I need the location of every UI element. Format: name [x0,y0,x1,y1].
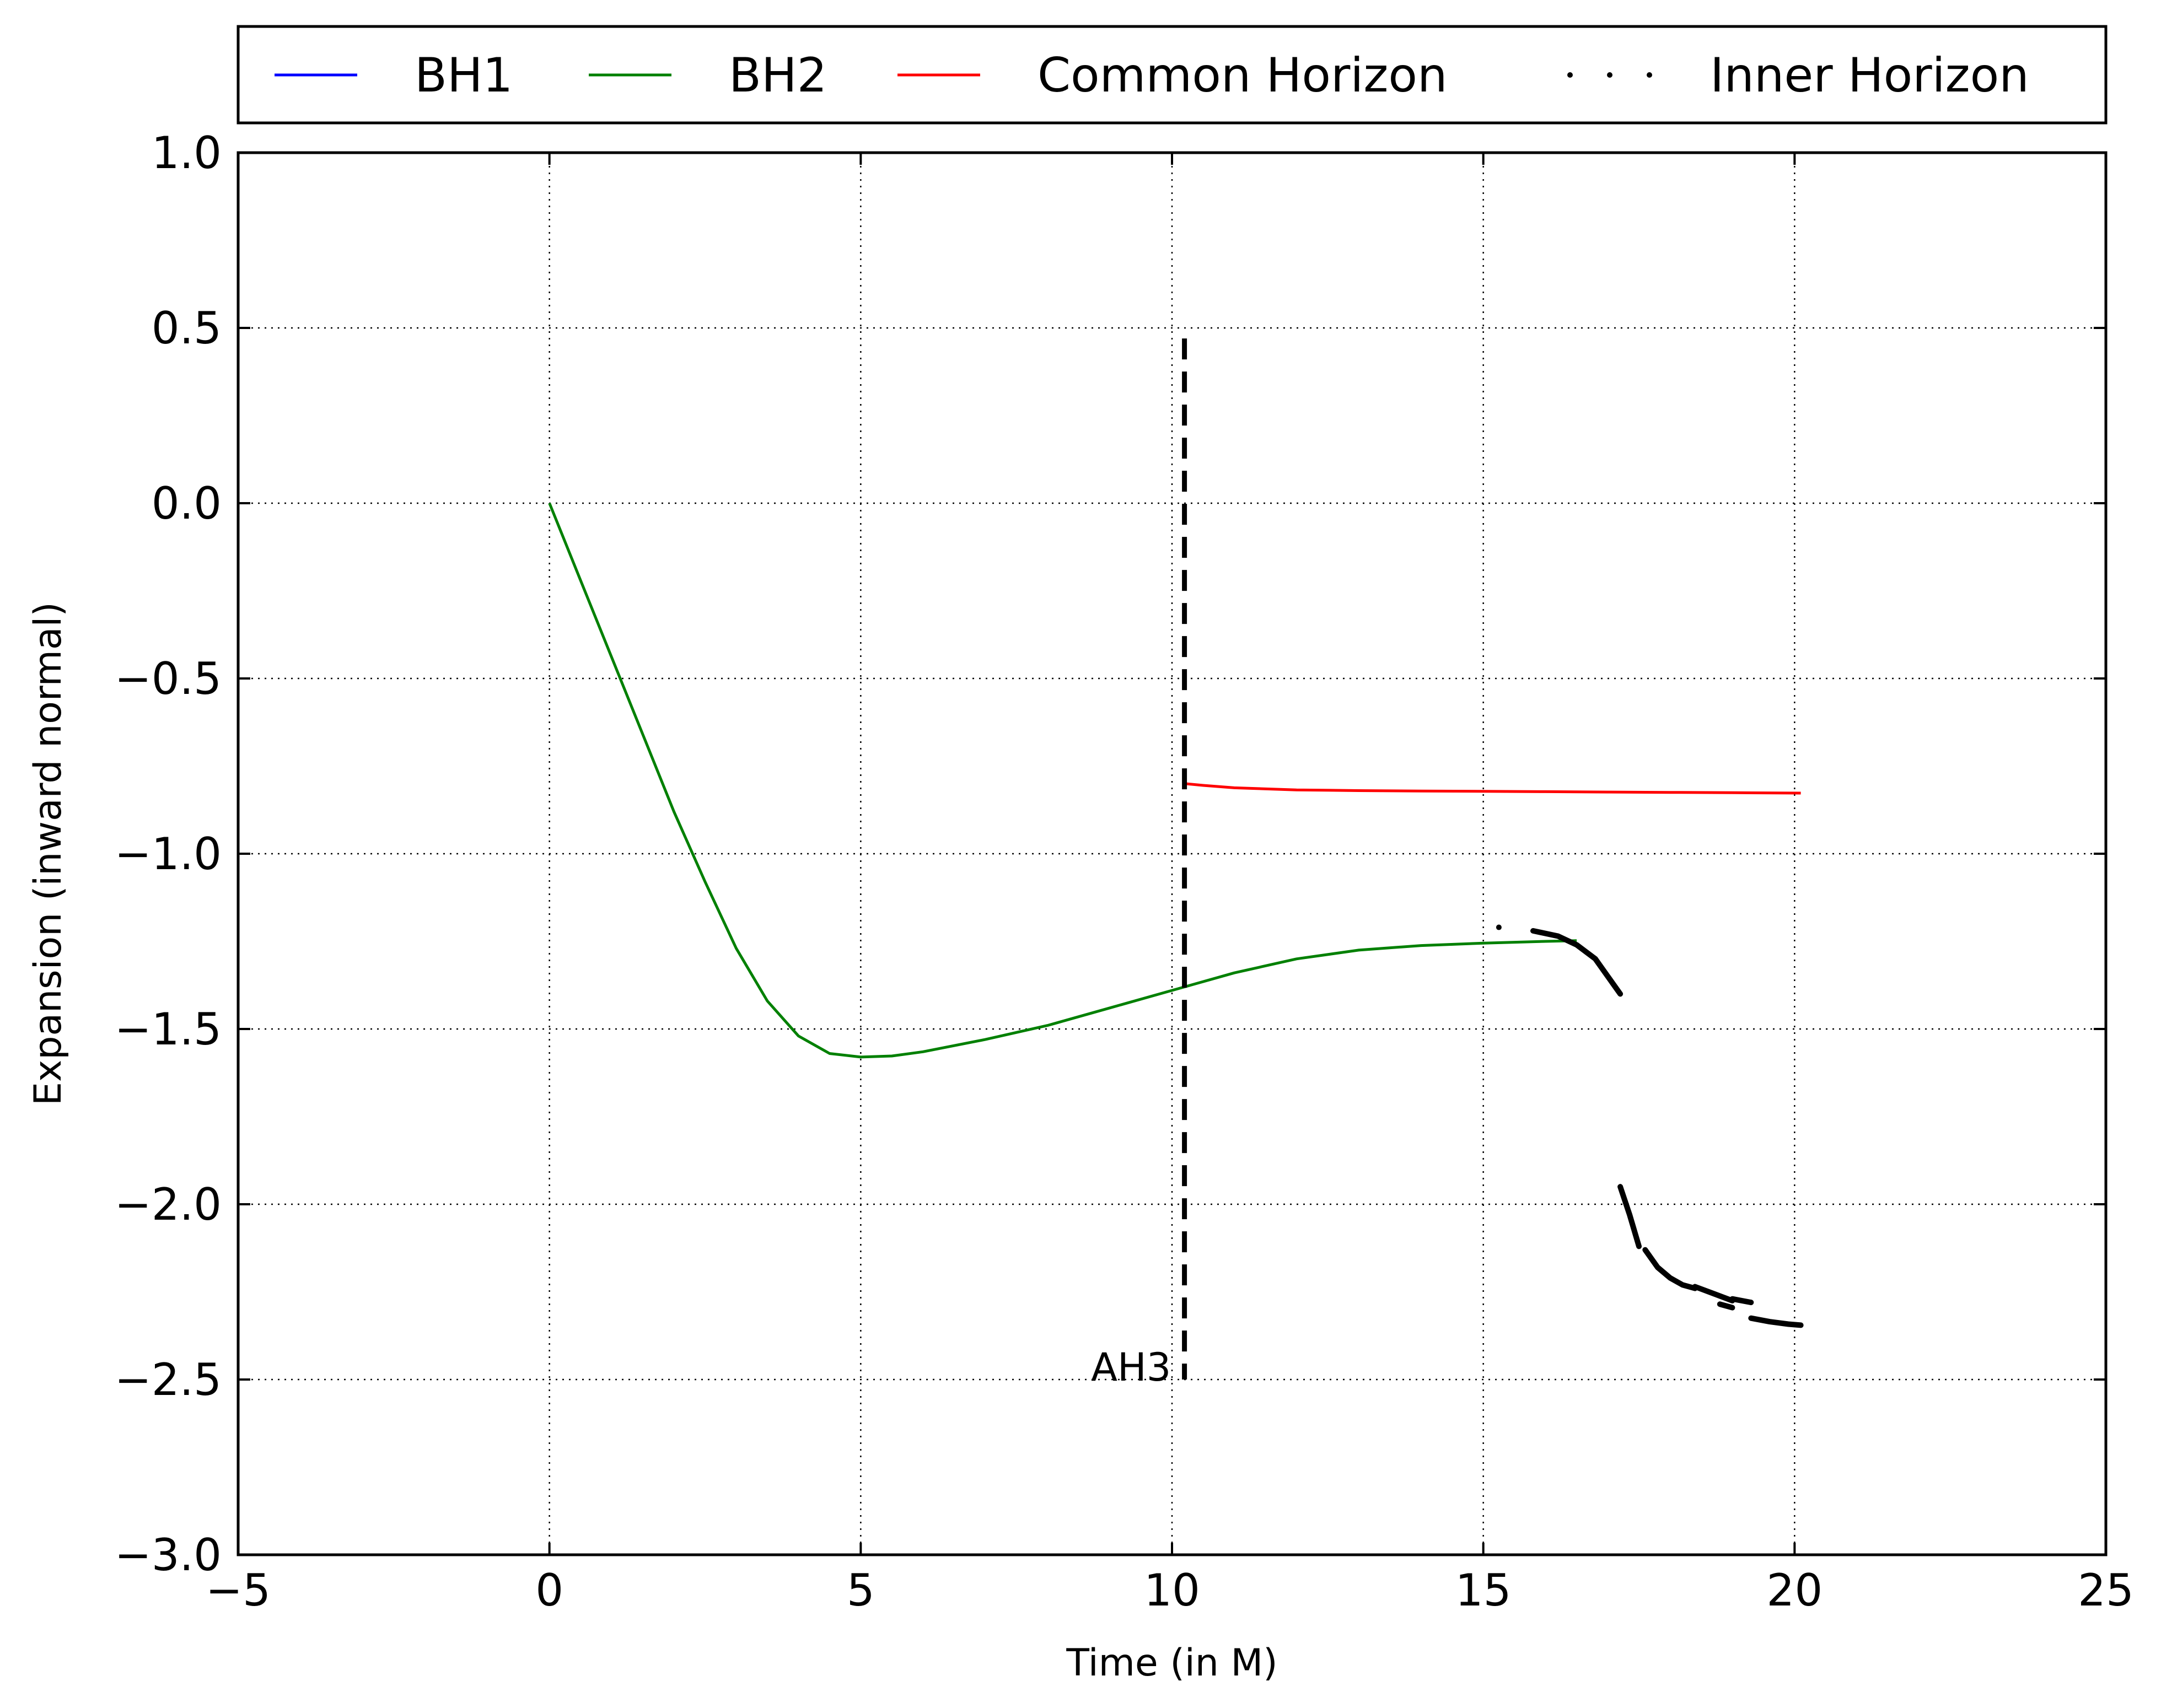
x-tick-label: 25 [2078,1565,2134,1616]
series-line-common-horizon [1184,782,1801,795]
legend-handle-inner-horizon [1567,72,1573,78]
legend: BH1 BH2 Common Horizon Inner Horizon [236,25,2108,125]
series-line-bh2 [548,503,1577,1059]
x-tick-label: 15 [1455,1565,1512,1616]
series-segment-inner-horizon [1642,1247,1698,1291]
y-tick-label: −2.5 [115,1354,222,1405]
y-tick-label: 1.0 [152,127,222,179]
grid [238,153,2106,1555]
x-tick-label: 20 [1766,1565,1823,1616]
series-segment-inner-horizon [1729,1296,1754,1306]
plot-area: AH3 [236,151,2108,1556]
legend-handle-inner-horizon [1607,72,1612,78]
legend-label-bh1: BH1 [415,48,513,103]
series-segment-inner-horizon [1530,928,1624,997]
series-segment-inner-horizon [1617,1184,1642,1249]
x-axis-title: Time (in M) [1066,1641,1277,1685]
annotation-label: AH3 [1091,1345,1171,1390]
y-tick-label: −1.0 [115,828,222,880]
x-tick-label: −5 [206,1565,271,1616]
y-tick-label: −2.0 [115,1179,222,1230]
legend-handle-inner-horizon [1647,72,1652,78]
x-tick-label: 5 [847,1565,875,1616]
tick-labels: −5 0 5 10 15 20 25 1.0 0.5 0.0 −0.5 −1.0 −1.5 −2.0 −2.… [115,127,2134,1616]
x-tick-label: 0 [535,1565,563,1616]
series-segment-inner-horizon [1748,1315,1804,1328]
legend-label-bh2: BH2 [729,48,827,103]
y-tick-label: −0.5 [115,653,222,704]
y-tick-label: 0.5 [152,303,222,354]
x-tick-label: 10 [1144,1565,1200,1616]
y-tick-label: −1.5 [115,1004,222,1055]
y-tick-label: −3.0 [115,1529,222,1581]
legend-label-inner-horizon: Inner Horizon [1710,48,2029,103]
axis-ticks [237,152,2107,1556]
series-point-inner-horizon [1496,924,1502,930]
series-segment-inner-horizon [1717,1301,1735,1311]
legend-label-common-horizon: Common Horizon [1038,48,1447,103]
data-marks: AH3 [548,338,1804,1390]
series-segment-inner-horizon [1692,1284,1735,1303]
legend-frame [236,25,2108,125]
y-axis-title: Expansion (inward normal) [26,602,70,1106]
y-tick-label: 0.0 [152,478,222,529]
